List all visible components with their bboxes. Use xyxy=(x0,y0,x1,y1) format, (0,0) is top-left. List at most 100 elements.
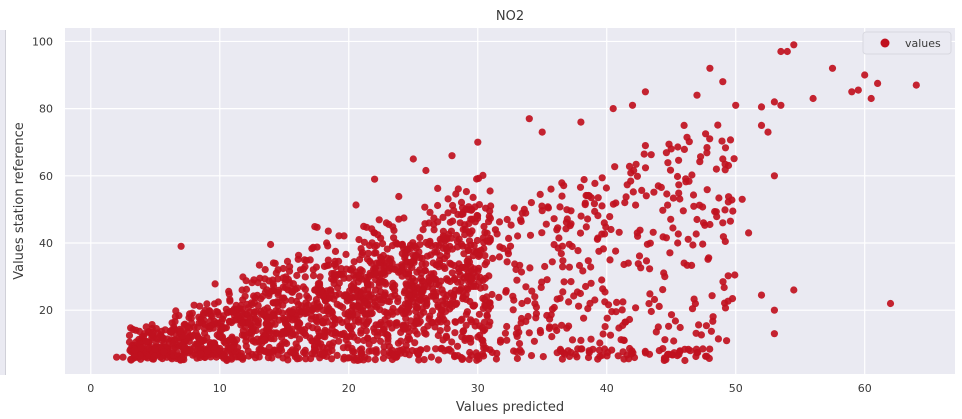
scatter-point xyxy=(486,299,494,307)
scatter-point xyxy=(439,234,447,242)
scatter-point xyxy=(525,329,533,337)
scatter-point xyxy=(655,302,663,310)
scatter-point xyxy=(328,329,336,338)
scatter-point xyxy=(336,302,344,310)
scatter-point xyxy=(679,207,687,215)
scatter-point xyxy=(515,340,524,348)
scatter-point xyxy=(404,333,412,341)
scatter-point xyxy=(330,269,338,277)
scatter-point xyxy=(415,356,423,364)
scatter-point xyxy=(301,273,309,281)
scatter-point xyxy=(412,317,420,325)
scatter-point xyxy=(548,333,556,341)
scatter-point xyxy=(466,230,474,238)
scatter-point xyxy=(503,215,511,224)
scatter-point xyxy=(394,347,402,355)
scatter-point xyxy=(150,352,158,361)
scatter-point xyxy=(151,345,159,353)
y-axis-label: Values station reference xyxy=(12,122,27,280)
scatter-point xyxy=(363,334,372,342)
scatter-point xyxy=(582,223,590,231)
scatter-point xyxy=(234,344,242,352)
scatter-point xyxy=(177,242,185,250)
scatter-point xyxy=(726,136,735,144)
scatter-point xyxy=(168,319,176,327)
scatter-point xyxy=(362,327,370,335)
scatter-point xyxy=(190,301,198,309)
scatter-point xyxy=(278,333,286,342)
scatter-point xyxy=(451,329,459,337)
scatter-point xyxy=(695,201,704,209)
scatter-point xyxy=(560,182,568,190)
scatter-point xyxy=(426,208,434,216)
scatter-point xyxy=(790,41,798,49)
scatter-point xyxy=(446,259,454,267)
scatter-point xyxy=(518,299,526,308)
scatter-point xyxy=(777,47,785,56)
scatter-point xyxy=(536,326,544,335)
y-tick-label: 80 xyxy=(39,103,53,116)
x-tick-label: 0 xyxy=(87,382,94,395)
scatter-point xyxy=(732,101,740,109)
scatter-point xyxy=(693,215,701,224)
scatter-point xyxy=(729,207,737,215)
scatter-point xyxy=(622,193,630,201)
scatter-point xyxy=(495,293,503,301)
scatter-point xyxy=(215,333,223,341)
scatter-point xyxy=(854,86,862,94)
legend-label: values xyxy=(905,37,941,50)
scatter-point xyxy=(598,174,606,182)
scatter-point xyxy=(606,331,615,339)
scatter-point xyxy=(454,185,462,193)
scatter-point xyxy=(415,350,423,358)
scatter-point xyxy=(356,271,364,279)
scatter-point xyxy=(632,160,640,168)
scatter-point xyxy=(539,353,547,361)
scatter-point xyxy=(302,355,310,363)
scatter-point xyxy=(697,153,705,161)
scatter-point xyxy=(505,234,513,242)
scatter-point xyxy=(196,335,204,343)
scatter-point xyxy=(545,324,554,332)
scatter-point xyxy=(291,331,299,339)
scatter-point xyxy=(370,249,378,257)
scatter-point xyxy=(360,298,368,306)
scatter-point xyxy=(449,201,457,210)
scatter-point xyxy=(666,166,675,174)
scatter-point xyxy=(423,252,431,260)
scatter-point xyxy=(675,156,683,164)
scatter-point xyxy=(483,258,491,266)
scatter-point xyxy=(602,184,611,192)
scatter-point xyxy=(514,232,522,240)
scatter-point xyxy=(489,254,497,262)
scatter-point xyxy=(335,232,343,240)
scatter-point xyxy=(391,286,399,294)
scatter-point xyxy=(720,283,728,292)
scatter-point xyxy=(576,289,585,298)
scatter-point xyxy=(405,270,413,278)
scatter-point xyxy=(324,242,332,250)
scatter-point xyxy=(598,230,606,238)
scatter-point xyxy=(424,322,432,330)
scatter-point xyxy=(288,288,296,296)
scatter-point xyxy=(398,241,406,249)
scatter-point xyxy=(131,346,139,354)
scatter-point xyxy=(641,164,650,172)
scatter-point xyxy=(659,233,667,241)
scatter-point xyxy=(306,256,314,264)
scatter-point xyxy=(532,303,541,311)
scatter-point xyxy=(613,298,621,306)
scatter-point xyxy=(706,64,714,72)
scatter-point xyxy=(459,328,467,336)
scatter-point xyxy=(203,347,212,355)
scatter-point xyxy=(471,203,479,211)
scatter-point xyxy=(225,317,233,325)
scatter-point xyxy=(434,301,442,309)
scatter-point xyxy=(245,319,253,327)
scatter-point xyxy=(582,282,590,291)
scatter-point xyxy=(343,317,351,325)
scatter-point xyxy=(587,263,595,271)
scatter-point xyxy=(189,331,197,339)
scatter-point xyxy=(344,354,352,362)
scatter-point xyxy=(148,330,156,338)
